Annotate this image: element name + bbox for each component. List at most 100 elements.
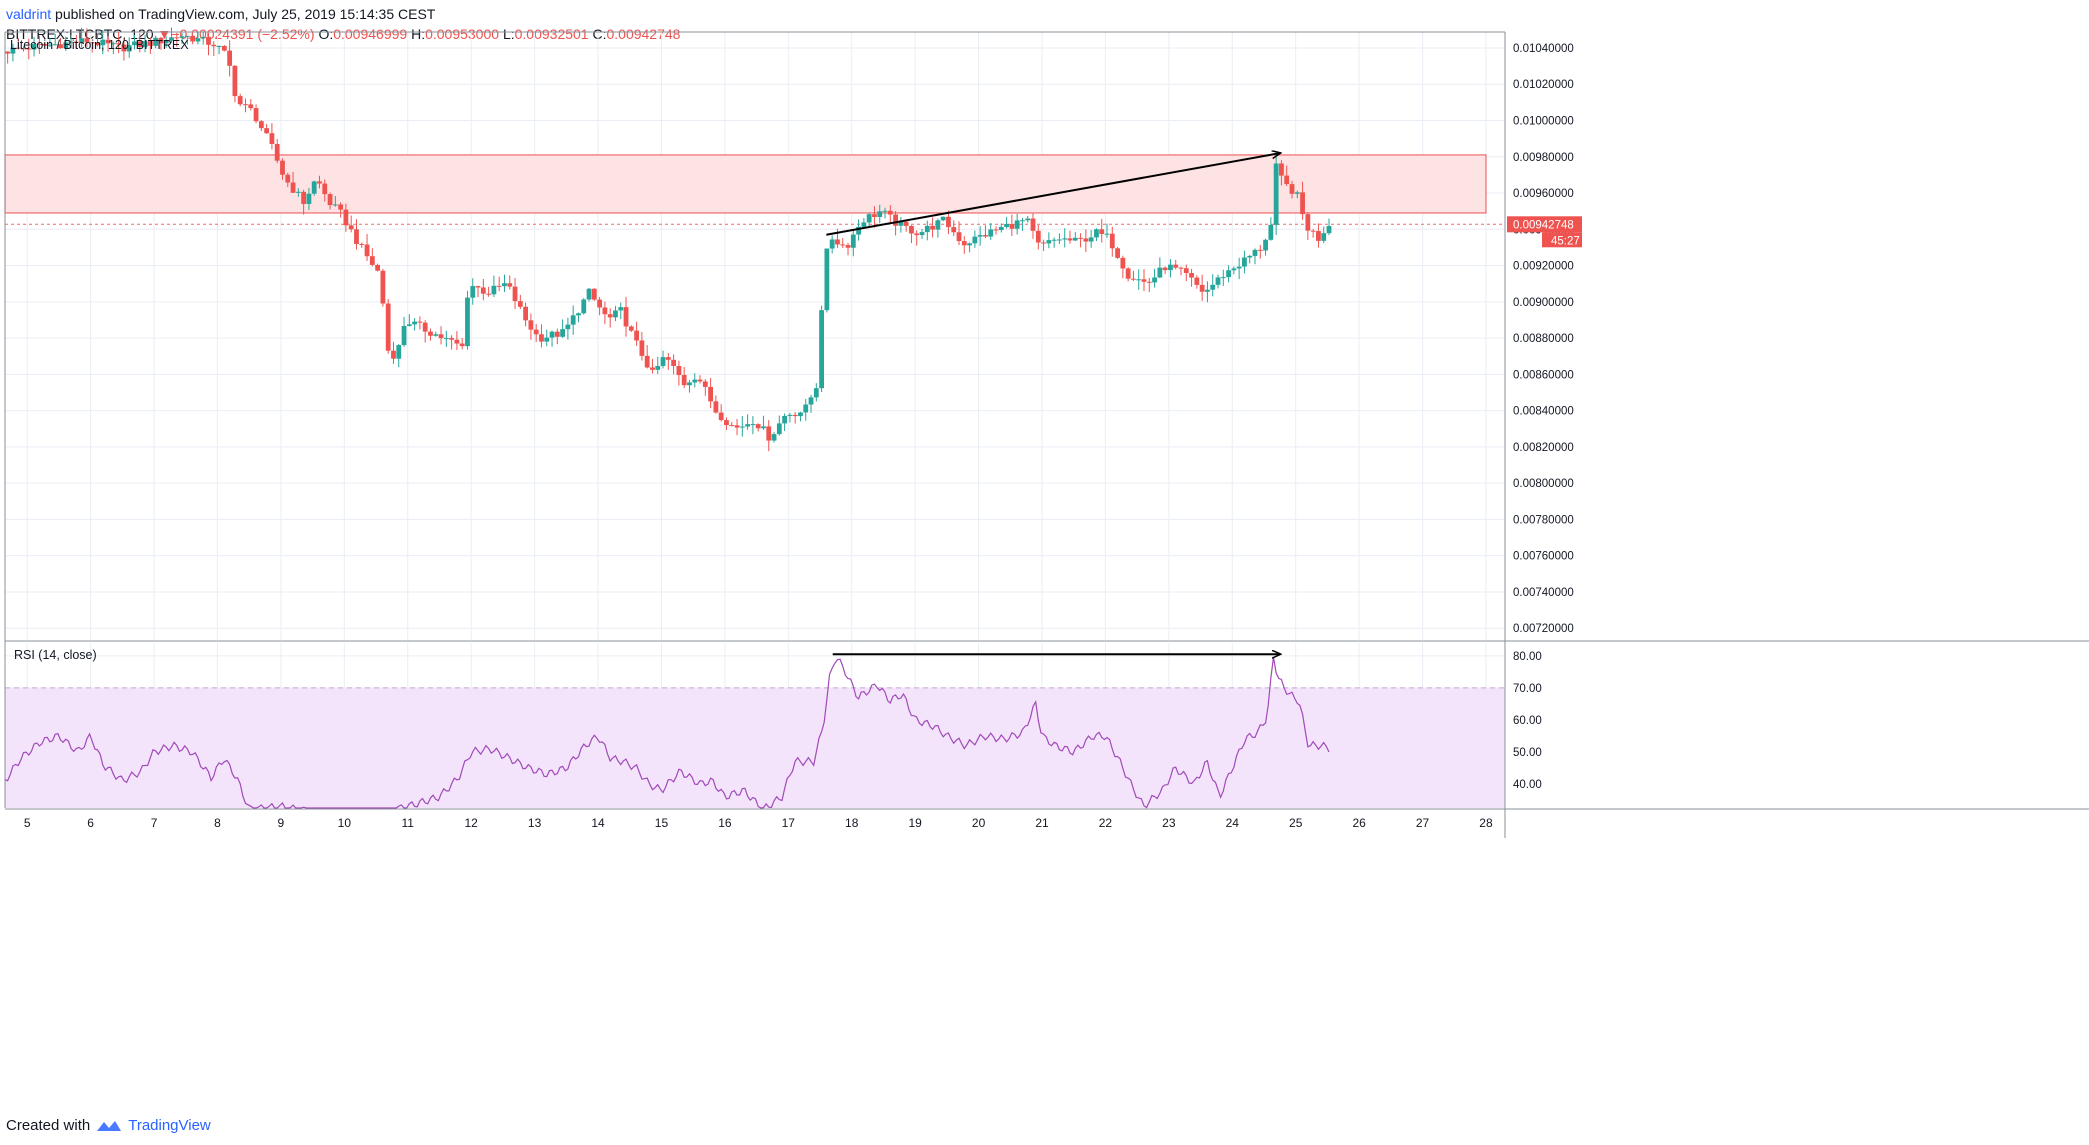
candle-body	[872, 214, 877, 217]
candle-down	[348, 215, 354, 233]
candle-up	[586, 288, 592, 302]
candle-down	[422, 320, 428, 343]
candle-up	[856, 219, 861, 241]
candle-down	[428, 328, 433, 341]
last-price-badge	[1507, 216, 1582, 233]
rsi-pane-title: RSI (14, close)	[14, 648, 97, 662]
candle-body	[211, 44, 217, 47]
candle-down	[280, 158, 285, 180]
candle-down	[528, 313, 534, 340]
candle-up	[68, 34, 74, 49]
candle-body	[866, 214, 872, 223]
candle-body	[1141, 279, 1147, 282]
candle-body	[1146, 281, 1152, 283]
candle-up	[1168, 259, 1173, 278]
candle-down	[713, 395, 719, 414]
candle-body	[385, 303, 391, 351]
candle-body	[79, 38, 85, 43]
candle-up	[850, 229, 856, 257]
candle-body	[1083, 238, 1089, 242]
candle-down	[681, 366, 687, 389]
x-tick-label: 25	[1289, 816, 1303, 830]
candle-down	[607, 308, 613, 328]
candle-body	[909, 225, 914, 234]
author-link[interactable]: valdrint	[6, 6, 52, 22]
candle-down	[327, 192, 333, 210]
candle-body	[190, 35, 196, 42]
y-tick-label: 0.00840000	[1513, 406, 1574, 418]
candle-body	[73, 41, 79, 43]
candle-down	[1189, 268, 1194, 287]
low-value: 0.00932501	[514, 26, 589, 42]
candle-body	[1115, 248, 1120, 258]
candle-up	[1236, 257, 1242, 280]
candle-body	[644, 355, 650, 368]
candle-down	[1131, 270, 1136, 282]
candle-down	[983, 225, 988, 239]
candle-down	[554, 328, 560, 345]
candle-down	[1120, 255, 1126, 279]
y-tick-label: 0.00900000	[1513, 297, 1574, 309]
candle-up	[1226, 265, 1231, 283]
candle-body	[993, 229, 999, 231]
candle-body	[396, 345, 402, 359]
candle-body	[438, 334, 444, 339]
x-tick-label: 12	[464, 816, 478, 830]
candle-body	[523, 306, 529, 321]
candle-up	[745, 414, 751, 430]
candle-body	[1109, 233, 1115, 249]
candle-down	[364, 233, 370, 261]
candle-down	[253, 104, 259, 124]
candle-down	[639, 332, 645, 361]
candle-down	[248, 99, 254, 111]
candle-body	[882, 210, 888, 212]
candle-body	[1035, 230, 1041, 243]
candle-body	[1094, 229, 1099, 238]
x-tick-label: 6	[87, 816, 94, 830]
y-tick-label: 0.00720000	[1513, 623, 1574, 635]
candle-down	[634, 321, 640, 346]
candle-up	[1051, 237, 1057, 248]
candle-body	[718, 412, 724, 421]
candle-body	[623, 307, 629, 327]
candle-down	[591, 288, 597, 301]
x-tick-label: 14	[591, 816, 605, 830]
rsi-tick-label: 60.00	[1513, 715, 1542, 727]
candle-body	[459, 343, 465, 347]
candle-up	[1025, 215, 1031, 223]
candle-body	[63, 42, 69, 49]
candle-up	[195, 32, 201, 45]
candle-body	[517, 301, 523, 307]
tradingview-link[interactable]: TradingView	[128, 1117, 211, 1134]
candle-down	[190, 35, 196, 45]
candle-down	[1289, 180, 1295, 199]
candle-body	[1247, 255, 1253, 258]
candle-down	[301, 189, 307, 215]
candle-body	[1321, 233, 1327, 241]
candle-body	[755, 424, 761, 429]
candle-up	[776, 415, 782, 436]
candle-body	[750, 424, 756, 426]
candle-body	[565, 324, 571, 330]
candle-body	[1226, 270, 1231, 278]
candle-down	[665, 352, 671, 370]
candle-body	[729, 425, 735, 427]
created-with-label: Created with	[6, 1117, 91, 1134]
candle-body	[650, 367, 655, 370]
candle-up	[829, 235, 835, 254]
x-tick-label: 23	[1162, 816, 1176, 830]
candle-body	[1210, 284, 1216, 290]
candle-down	[15, 38, 21, 50]
candle-down	[644, 345, 650, 369]
candle-body	[1104, 233, 1110, 235]
candle-down	[1305, 212, 1311, 241]
candle-down	[454, 331, 460, 350]
candle-body	[782, 415, 787, 424]
last-price-label: 0.00942748	[1513, 219, 1574, 231]
candle-down	[1146, 278, 1152, 293]
main-pane-title: Litecoin / Bitcoin, 120, BITTREX	[10, 38, 189, 52]
candle-body	[391, 350, 396, 359]
candle-body	[311, 181, 317, 194]
candle-body	[1062, 238, 1068, 240]
